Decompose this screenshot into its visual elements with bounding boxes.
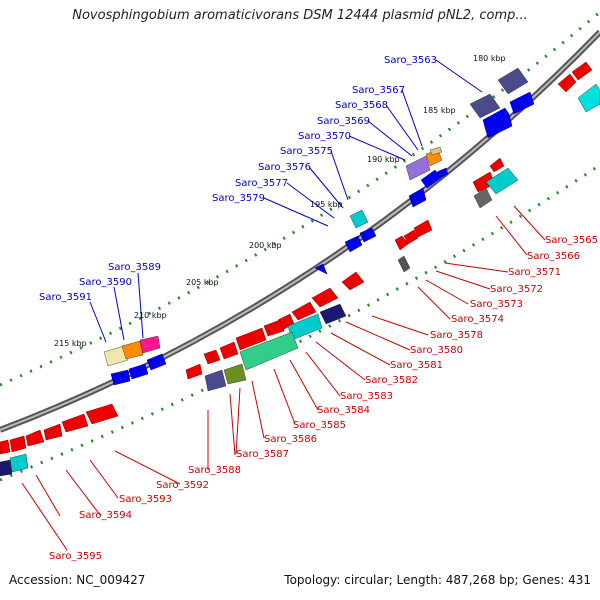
gene-label-reverse[interactable]: Saro_3566 — [527, 251, 580, 262]
gene-label-forward[interactable]: Saro_3589 — [108, 262, 161, 273]
kbp-label: 215 kbp — [54, 339, 87, 348]
reverse-gene-labels: Saro_3565 Saro_3566 Saro_3571 Saro_3572 … — [49, 235, 598, 562]
forward-gene-labels: Saro_3563 Saro_3567 Saro_3568 Saro_3569 … — [39, 55, 437, 303]
gene-label-reverse[interactable]: Saro_3574 — [451, 314, 504, 325]
reverse-cog-blocks — [0, 83, 600, 477]
gene-label-forward[interactable]: Saro_3568 — [335, 100, 388, 111]
topology-summary: Topology: circular; Length: 487,268 bp; … — [284, 573, 591, 587]
gene-label-forward[interactable]: Saro_3590 — [79, 277, 132, 288]
kbp-label: 205 kbp — [186, 278, 219, 287]
gene-label-reverse[interactable]: Saro_3571 — [508, 267, 561, 278]
gene-label-reverse[interactable]: Saro_3580 — [410, 345, 463, 356]
accession-label: Accession: NC_009427 — [9, 573, 146, 587]
gene-label-reverse[interactable]: Saro_3592 — [156, 480, 209, 491]
kbp-label: 210 kbp — [134, 311, 167, 320]
gene-label-reverse[interactable]: Saro_3582 — [365, 375, 418, 386]
gene-label-reverse[interactable]: Saro_3586 — [264, 434, 317, 445]
gc-ring-inner — [0, 163, 600, 482]
gene-label-forward[interactable]: Saro_3579 — [212, 193, 265, 204]
forward-cog-blocks — [103, 67, 529, 367]
gene-label-forward[interactable]: Saro_3570 — [298, 131, 351, 142]
gene-label-forward[interactable]: Saro_3563 — [384, 55, 437, 66]
gene-label-reverse[interactable]: Saro_3585 — [293, 420, 346, 431]
gene-label-forward[interactable]: Saro_3569 — [317, 116, 370, 127]
kbp-label: 190 kbp — [367, 155, 400, 164]
kbp-label: 180 kbp — [473, 54, 506, 63]
gene-label-reverse[interactable]: Saro_3581 — [390, 360, 443, 371]
gene-label-reverse[interactable]: Saro_3587 — [236, 449, 289, 460]
kbp-label: 200 kbp — [249, 241, 282, 250]
gene-label-reverse[interactable]: Saro_3588 — [188, 465, 241, 476]
gene-label-reverse[interactable]: Saro_3573 — [470, 299, 523, 310]
gene-label-forward[interactable]: Saro_3577 — [235, 178, 288, 189]
gene-label-forward[interactable]: Saro_3575 — [280, 146, 333, 157]
reverse-genes — [0, 61, 593, 455]
gene-label-reverse[interactable]: Saro_3584 — [317, 405, 370, 416]
map-title: Novosphingobium aromaticivorans DSM 1244… — [72, 8, 528, 23]
kbp-label: 185 kbp — [423, 106, 456, 115]
gene-label-forward[interactable]: Saro_3567 — [352, 85, 405, 96]
gene-label-reverse[interactable]: Saro_3595 — [49, 551, 102, 562]
gene-label-forward[interactable]: Saro_3576 — [258, 162, 311, 173]
reverse-leader-lines — [21, 205, 546, 551]
gene-label-forward[interactable]: Saro_3591 — [39, 292, 92, 303]
gene-label-reverse[interactable]: Saro_3594 — [79, 510, 132, 521]
gene-label-reverse[interactable]: Saro_3578 — [430, 330, 483, 341]
gene-label-reverse[interactable]: Saro_3565 — [545, 235, 598, 246]
forward-genes — [110, 91, 535, 386]
forward-leader-lines — [89, 59, 483, 343]
kbp-label: 195 kbp — [310, 200, 343, 209]
gene-label-reverse[interactable]: Saro_3593 — [119, 494, 172, 505]
gene-label-reverse[interactable]: Saro_3572 — [490, 284, 543, 295]
gene-label-reverse[interactable]: Saro_3583 — [340, 391, 393, 402]
